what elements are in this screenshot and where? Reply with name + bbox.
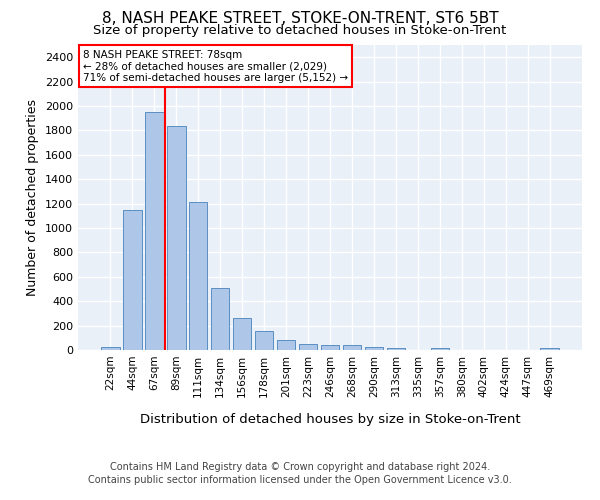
Text: Distribution of detached houses by size in Stoke-on-Trent: Distribution of detached houses by size …: [140, 412, 520, 426]
Bar: [320, 345, 340, 350]
Bar: [167, 126, 185, 350]
Bar: [255, 331, 274, 350]
Bar: [211, 288, 229, 350]
Text: Size of property relative to detached houses in Stoke-on-Trent: Size of property relative to detached ho…: [94, 24, 506, 37]
Bar: [386, 348, 405, 350]
Bar: [541, 348, 559, 350]
Bar: [343, 345, 361, 350]
Text: 8 NASH PEAKE STREET: 78sqm
← 28% of detached houses are smaller (2,029)
71% of s: 8 NASH PEAKE STREET: 78sqm ← 28% of deta…: [83, 50, 348, 83]
Bar: [233, 318, 251, 350]
Bar: [123, 210, 142, 350]
Bar: [365, 348, 383, 350]
Text: Contains HM Land Registry data © Crown copyright and database right 2024.: Contains HM Land Registry data © Crown c…: [110, 462, 490, 472]
Bar: [101, 346, 119, 350]
Text: 8, NASH PEAKE STREET, STOKE-ON-TRENT, ST6 5BT: 8, NASH PEAKE STREET, STOKE-ON-TRENT, ST…: [101, 11, 499, 26]
Bar: [145, 112, 164, 350]
Bar: [277, 340, 295, 350]
Bar: [431, 348, 449, 350]
Y-axis label: Number of detached properties: Number of detached properties: [26, 99, 40, 296]
Text: Contains public sector information licensed under the Open Government Licence v3: Contains public sector information licen…: [88, 475, 512, 485]
Bar: [299, 344, 317, 350]
Bar: [189, 202, 208, 350]
